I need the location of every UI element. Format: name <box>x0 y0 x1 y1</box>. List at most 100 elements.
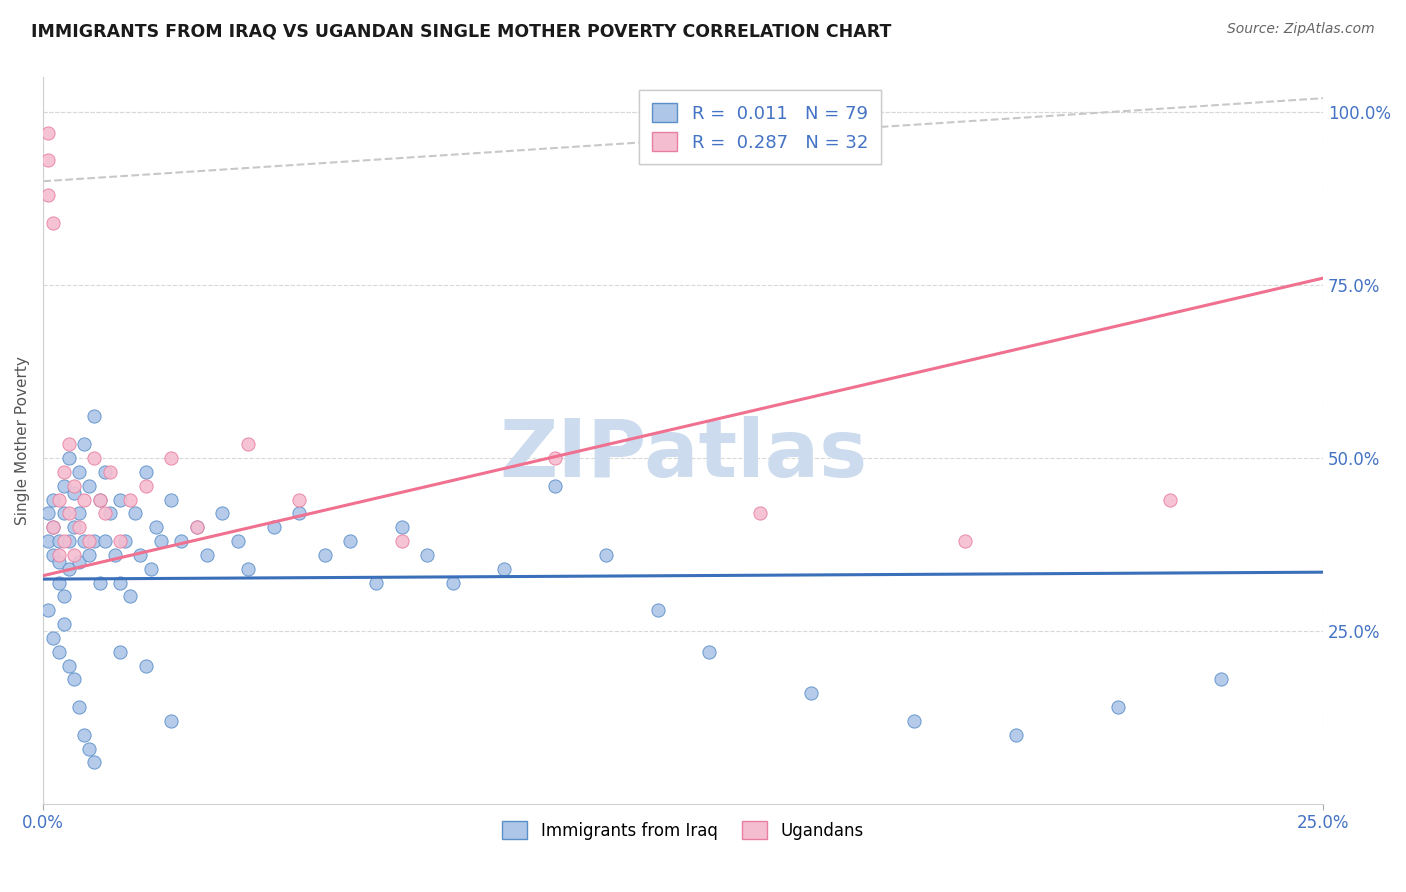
Point <box>98 507 121 521</box>
Point <box>139 562 162 576</box>
Point <box>67 507 90 521</box>
Point <box>236 437 259 451</box>
Point <box>160 714 183 728</box>
Point <box>1107 700 1129 714</box>
Text: ZIPatlas: ZIPatlas <box>499 417 868 494</box>
Point <box>108 575 131 590</box>
Point <box>135 478 157 492</box>
Point <box>1209 673 1232 687</box>
Point <box>195 548 218 562</box>
Point <box>697 645 720 659</box>
Point <box>58 534 80 549</box>
Point <box>52 617 75 632</box>
Point <box>104 548 127 562</box>
Point <box>114 534 136 549</box>
Point <box>63 673 86 687</box>
Point <box>391 534 413 549</box>
Point <box>749 507 772 521</box>
Point <box>226 534 249 549</box>
Point <box>42 520 65 534</box>
Point <box>903 714 925 728</box>
Point <box>52 507 75 521</box>
Point <box>83 756 105 770</box>
Point <box>263 520 285 534</box>
Point <box>42 548 65 562</box>
Point <box>544 450 567 465</box>
Point <box>77 478 100 492</box>
Point <box>108 492 131 507</box>
Point <box>89 492 111 507</box>
Point <box>170 534 193 549</box>
Point <box>492 562 515 576</box>
Y-axis label: Single Mother Poverty: Single Mother Poverty <box>15 356 30 525</box>
Point <box>58 562 80 576</box>
Point <box>211 507 233 521</box>
Text: Source: ZipAtlas.com: Source: ZipAtlas.com <box>1227 22 1375 37</box>
Point <box>48 492 70 507</box>
Point <box>314 548 336 562</box>
Point <box>441 575 464 590</box>
Legend: R =  0.011   N = 79, R =  0.287   N = 32: R = 0.011 N = 79, R = 0.287 N = 32 <box>640 90 880 164</box>
Point <box>77 548 100 562</box>
Point <box>186 520 208 534</box>
Point <box>391 520 413 534</box>
Point <box>647 603 669 617</box>
Point <box>73 437 96 451</box>
Point <box>83 534 105 549</box>
Point <box>145 520 167 534</box>
Point <box>124 507 146 521</box>
Point <box>37 126 59 140</box>
Point <box>48 645 70 659</box>
Point <box>120 590 142 604</box>
Point <box>236 562 259 576</box>
Text: IMMIGRANTS FROM IRAQ VS UGANDAN SINGLE MOTHER POVERTY CORRELATION CHART: IMMIGRANTS FROM IRAQ VS UGANDAN SINGLE M… <box>31 22 891 40</box>
Point <box>63 548 86 562</box>
Point <box>42 631 65 645</box>
Point <box>48 548 70 562</box>
Point <box>42 520 65 534</box>
Point <box>58 450 80 465</box>
Point <box>83 450 105 465</box>
Point <box>953 534 976 549</box>
Point <box>93 465 115 479</box>
Point <box>416 548 439 562</box>
Point <box>37 153 59 168</box>
Point <box>67 555 90 569</box>
Point <box>52 465 75 479</box>
Point <box>108 534 131 549</box>
Point <box>37 603 59 617</box>
Point <box>288 507 311 521</box>
Point <box>58 507 80 521</box>
Point <box>135 658 157 673</box>
Point <box>48 534 70 549</box>
Point <box>63 485 86 500</box>
Point <box>67 465 90 479</box>
Point <box>63 520 86 534</box>
Point <box>186 520 208 534</box>
Point <box>37 534 59 549</box>
Point <box>73 492 96 507</box>
Point <box>149 534 172 549</box>
Point <box>120 492 142 507</box>
Point <box>77 534 100 549</box>
Point <box>73 534 96 549</box>
Point <box>93 534 115 549</box>
Point <box>63 478 86 492</box>
Point <box>89 492 111 507</box>
Point <box>52 478 75 492</box>
Point <box>98 465 121 479</box>
Point <box>129 548 152 562</box>
Point <box>48 575 70 590</box>
Point <box>67 520 90 534</box>
Point <box>595 548 617 562</box>
Point <box>160 450 183 465</box>
Point <box>37 507 59 521</box>
Point <box>544 478 567 492</box>
Point <box>93 507 115 521</box>
Point <box>48 555 70 569</box>
Point <box>1005 728 1028 742</box>
Point <box>800 686 823 700</box>
Point <box>160 492 183 507</box>
Point <box>52 590 75 604</box>
Point <box>108 645 131 659</box>
